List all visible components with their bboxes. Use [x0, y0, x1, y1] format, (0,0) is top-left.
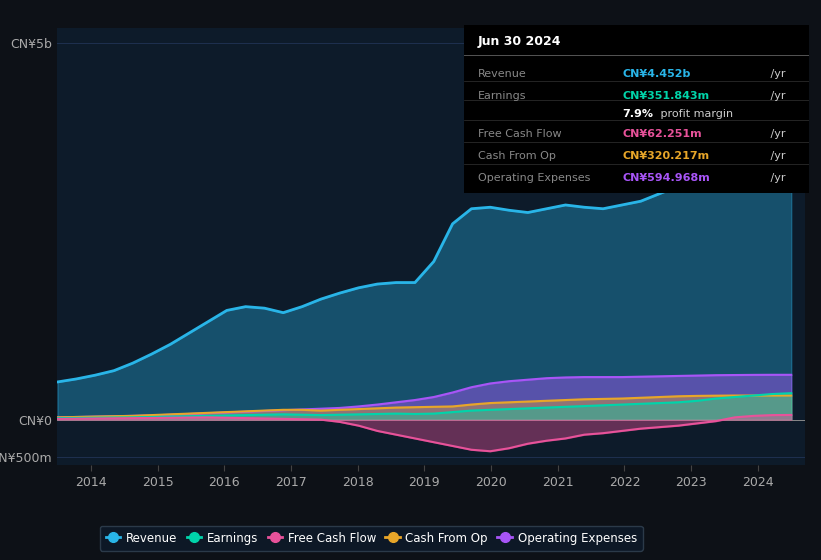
Text: CN¥594.968m: CN¥594.968m: [622, 173, 710, 183]
Text: CN¥62.251m: CN¥62.251m: [622, 129, 702, 139]
Text: /yr: /yr: [768, 91, 786, 101]
Text: /yr: /yr: [768, 129, 786, 139]
Text: Cash From Op: Cash From Op: [478, 151, 556, 161]
Text: Revenue: Revenue: [478, 69, 526, 79]
Text: profit margin: profit margin: [657, 109, 733, 119]
Text: Operating Expenses: Operating Expenses: [478, 173, 590, 183]
Text: Jun 30 2024: Jun 30 2024: [478, 35, 562, 49]
Text: /yr: /yr: [768, 69, 786, 79]
Text: /yr: /yr: [768, 173, 786, 183]
Text: CN¥320.217m: CN¥320.217m: [622, 151, 709, 161]
Text: Free Cash Flow: Free Cash Flow: [478, 129, 562, 139]
Legend: Revenue, Earnings, Free Cash Flow, Cash From Op, Operating Expenses: Revenue, Earnings, Free Cash Flow, Cash …: [100, 526, 643, 550]
Text: CN¥4.452b: CN¥4.452b: [622, 69, 690, 79]
Text: Earnings: Earnings: [478, 91, 526, 101]
Text: CN¥351.843m: CN¥351.843m: [622, 91, 709, 101]
Text: /yr: /yr: [768, 151, 786, 161]
Text: 7.9%: 7.9%: [622, 109, 654, 119]
